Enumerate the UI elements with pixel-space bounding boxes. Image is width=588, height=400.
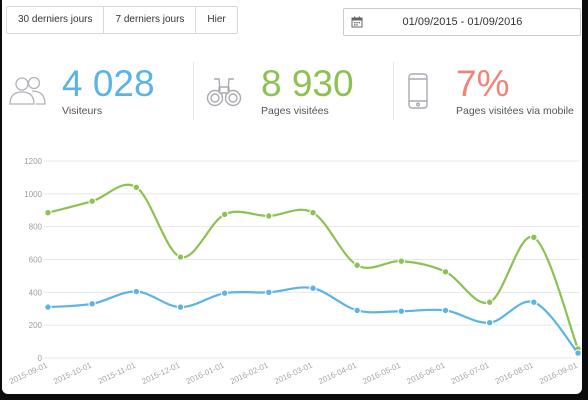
y-tick-label: 200	[29, 321, 43, 330]
data-point	[530, 233, 538, 242]
range-30-days-button[interactable]: 30 derniers jours	[7, 7, 105, 33]
data-point	[265, 212, 273, 220]
visitors-count: 4 028	[62, 63, 155, 104]
stat-divider	[393, 62, 394, 120]
data-point	[441, 268, 450, 276]
data-point	[530, 298, 538, 306]
x-tick-label: 2015-09-01	[8, 360, 49, 386]
data-point	[176, 253, 185, 261]
binoculars-icon	[206, 78, 242, 107]
y-tick-label: 400	[29, 288, 43, 297]
data-point	[132, 183, 141, 191]
x-axis: 2015-09-01 2015-10-01 2015-11-01 2015-12-01…	[8, 360, 579, 386]
chart-series	[44, 183, 582, 357]
data-point	[220, 210, 229, 219]
x-tick-label: 2016-07-01	[450, 360, 491, 386]
data-point	[309, 284, 317, 292]
x-tick-label: 2015-12-01	[140, 360, 181, 386]
x-tick-label: 2016-06-01	[405, 360, 446, 386]
x-tick-label: 2016-05-01	[361, 360, 402, 386]
data-point	[220, 289, 229, 297]
dashboard-panel: 30 derniers jours 7 derniers jours Hier …	[2, 0, 582, 394]
date-range-picker[interactable]: 01/09/2015 - 01/09/2016	[343, 8, 581, 36]
mobile-percentage: 7%	[456, 63, 510, 104]
mobile-label: Pages visitées via mobile	[456, 105, 574, 117]
x-tick-label: 2016-09-01	[538, 360, 579, 386]
data-point	[353, 261, 361, 269]
mobile-phone-icon	[408, 73, 428, 109]
page-views-count: 8 930	[261, 63, 354, 104]
x-tick-label: 2016-04-01	[317, 360, 358, 386]
stat-divider	[193, 62, 194, 120]
y-tick-label: 600	[29, 256, 43, 265]
visitors-label: Visiteurs	[62, 105, 103, 117]
traffic-line-chart: 0 200 400 600 800 1000 1200 2015-09-01 2015-10-…	[8, 157, 582, 386]
data-point	[44, 209, 52, 217]
data-point	[265, 288, 273, 297]
data-point	[485, 298, 494, 306]
data-point	[397, 307, 406, 315]
data-point	[397, 257, 406, 265]
data-point	[441, 306, 450, 315]
data-point	[88, 300, 96, 308]
x-tick-label: 2016-02-01	[229, 360, 270, 386]
range-yesterday-button[interactable]: Hier	[207, 14, 226, 25]
chart-grid	[44, 160, 580, 359]
page-views-label: Pages visitées	[261, 105, 329, 117]
data-point	[88, 197, 96, 205]
data-point	[353, 306, 361, 315]
x-tick-label: 2015-10-01	[52, 360, 93, 386]
y-axis: 0 200 400 600 800 1000 1200	[24, 157, 42, 363]
y-tick-label: 1200	[24, 157, 42, 166]
users-icon	[9, 76, 46, 105]
date-range-value: 01/09/2015 - 01/09/2016	[402, 16, 523, 28]
range-7-days-button[interactable]: 7 derniers jours	[104, 7, 197, 33]
y-tick-label: 800	[29, 223, 43, 232]
data-point	[176, 303, 185, 311]
y-tick-label: 0	[38, 354, 43, 363]
data-point	[132, 287, 141, 296]
data-point	[574, 349, 582, 357]
data-point	[309, 209, 317, 217]
series-line-0	[47, 183, 580, 350]
x-tick-label: 2016-01-01	[185, 360, 226, 386]
series-line-1	[47, 286, 579, 354]
y-tick-label: 1000	[24, 190, 42, 199]
x-tick-label: 2016-03-01	[273, 360, 314, 386]
data-point	[44, 303, 52, 311]
calendar-icon	[351, 16, 363, 28]
x-tick-label: 2015-11-01	[97, 360, 138, 385]
x-tick-label: 2016-08-01	[494, 360, 535, 386]
date-range-presets: 30 derniers jours 7 derniers jours Hier	[6, 6, 238, 34]
data-point	[485, 319, 494, 327]
